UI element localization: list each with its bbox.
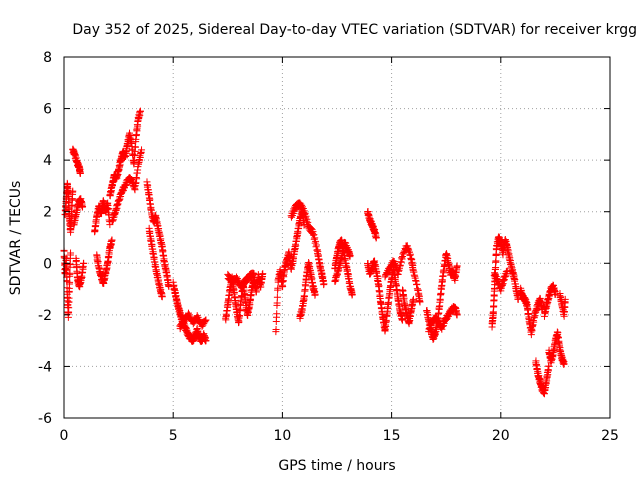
plot-frame: [63, 56, 611, 419]
x-tick-label: 20: [492, 428, 510, 444]
data-point: [80, 259, 88, 267]
data-point: [202, 337, 210, 345]
axis-ticks: [63, 56, 611, 419]
x-tick-label: 0: [60, 428, 69, 444]
x-tick-label: 5: [169, 428, 178, 444]
x-tick-labels: 0 5 10 15 20 25: [60, 428, 619, 444]
data-point: [274, 284, 282, 292]
y-tick-label: 2: [43, 205, 52, 221]
data-point: [272, 326, 280, 334]
chart-title: Day 352 of 2025, Sidereal Day-to-day VTE…: [72, 22, 637, 38]
y-tick-label: -4: [38, 359, 52, 375]
data-point: [416, 298, 424, 306]
data-point: [372, 234, 380, 241]
data-point: [503, 267, 511, 275]
data-point: [250, 270, 258, 278]
x-tick-label: 15: [383, 428, 401, 444]
data-point: [202, 316, 210, 324]
data-point: [69, 187, 77, 195]
y-tick-label: -2: [38, 308, 52, 324]
y-tick-label: -6: [38, 411, 52, 427]
data-point: [76, 169, 84, 177]
data-point: [409, 295, 417, 303]
y-tick-label: 4: [43, 153, 52, 169]
y-axis-label: SDTVAR / TECUs: [8, 181, 24, 296]
data-point: [66, 278, 74, 286]
data-point: [346, 252, 354, 260]
x-axis-label: GPS time / hours: [278, 458, 395, 474]
data-point: [67, 249, 75, 257]
data-point: [65, 294, 73, 302]
y-tick-label: 0: [43, 256, 52, 272]
y-tick-labels: -6 -4 -2 0 2 4 6 8: [38, 50, 52, 427]
y-tick-label: 6: [43, 102, 52, 118]
data-point: [453, 311, 461, 319]
data-point: [138, 146, 146, 154]
data-point: [311, 290, 319, 298]
data-point: [136, 107, 144, 115]
data-point: [259, 270, 267, 278]
data-point: [399, 316, 407, 324]
data-point: [348, 290, 356, 298]
data-point: [66, 269, 74, 277]
data-point: [561, 295, 569, 303]
data-point: [320, 280, 328, 288]
grid-lines: [64, 57, 610, 418]
data-point: [79, 203, 87, 211]
data-point: [273, 293, 281, 301]
data-point: [453, 262, 461, 270]
y-tick-label: 8: [43, 50, 52, 66]
data-points: [60, 107, 569, 398]
data-point: [551, 290, 559, 298]
x-tick-label: 25: [601, 428, 619, 444]
data-point: [158, 293, 166, 301]
data-point: [545, 362, 553, 370]
data-point: [108, 236, 116, 244]
data-point: [273, 310, 281, 318]
x-tick-label: 10: [273, 428, 291, 444]
data-point: [560, 360, 568, 368]
